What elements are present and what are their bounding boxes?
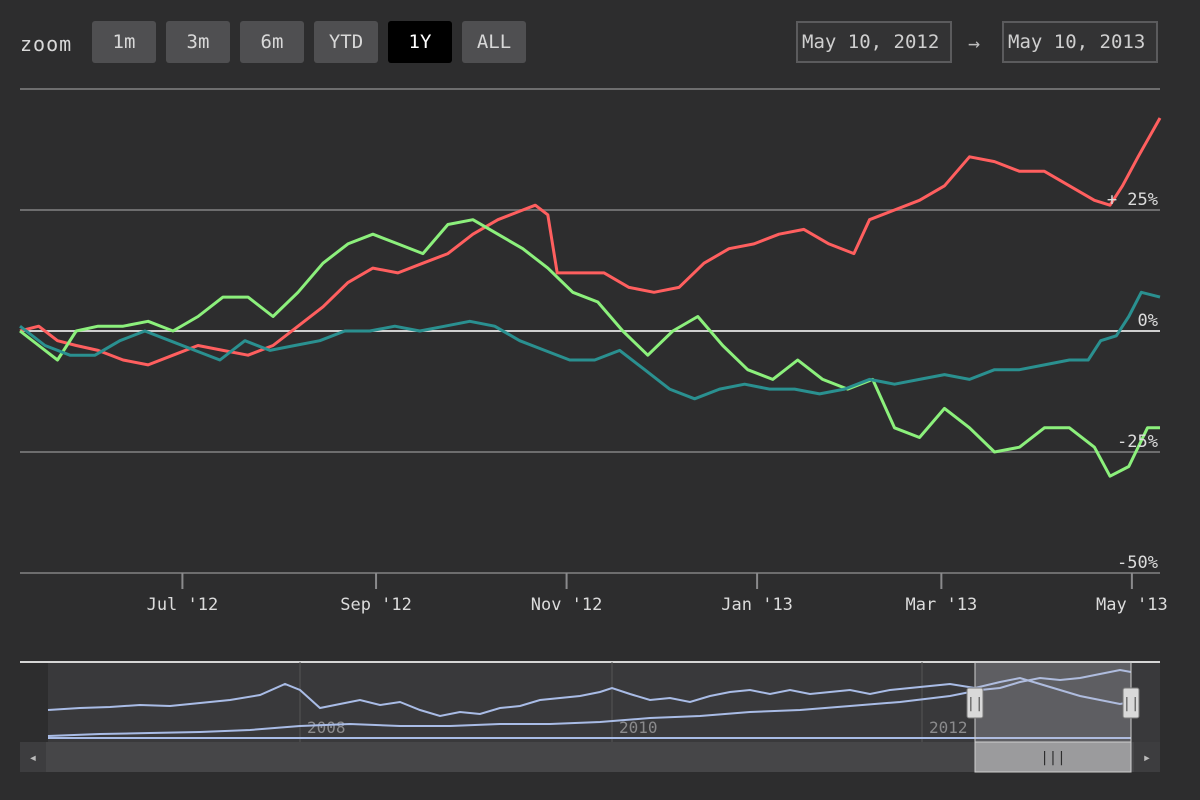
zoom-ytd-button[interactable]: YTD	[314, 21, 378, 63]
navigator[interactable]: 2008 2010 2012 || || ◂ ||| ▸	[0, 660, 1200, 800]
y-grid	[20, 209, 1160, 574]
scroll-left-arrow-icon: ◂	[29, 750, 37, 766]
range-arrow-icon: →	[968, 31, 981, 55]
navigator-year-2012: 2012	[929, 718, 968, 737]
x-tick-label: May '13	[1096, 595, 1168, 615]
right-handle-grip-icon: ||	[1123, 696, 1140, 712]
left-handle-grip-icon: ||	[967, 696, 984, 712]
zoom-1m-button[interactable]: 1m	[92, 21, 156, 63]
to-date-input[interactable]: May 10, 2013	[1002, 21, 1158, 63]
scrollbar-thumb-grip-icon: |||	[1040, 750, 1065, 766]
x-tick-label: Nov '12	[531, 595, 603, 615]
x-tick-label: Sep '12	[340, 595, 412, 615]
x-tick-label: Mar '13	[906, 595, 978, 615]
navigator-line-upper	[47, 676, 1132, 718]
series-line-2	[19, 218, 1160, 478]
navigator-year-2010: 2010	[619, 718, 658, 737]
scroll-right-button[interactable]	[1134, 742, 1160, 772]
zoom-1y-button[interactable]: 1Y	[388, 21, 452, 63]
navigator-line-lower	[47, 668, 1132, 737]
main-chart[interactable]: Jul '12 Sep '12 Nov '12 Jan '13 Mar '13 May '…	[0, 0, 1200, 630]
zoom-6m-button[interactable]: 6m	[240, 21, 304, 63]
zoom-all-button[interactable]: ALL	[462, 21, 526, 63]
navigator-year-2008: 2008	[307, 718, 346, 737]
scrollbar-thumb[interactable]	[974, 741, 1132, 773]
navigator-right-handle[interactable]	[1122, 687, 1140, 719]
zoom-label: zoom	[20, 32, 73, 56]
series-line-1	[19, 117, 1162, 367]
scroll-left-button[interactable]	[20, 742, 46, 772]
y-tick-label: -25%	[1117, 432, 1158, 452]
navigator-left-handle[interactable]	[966, 687, 984, 719]
y-tick-label: -50%	[1117, 553, 1158, 573]
zoom-3m-button[interactable]: 3m	[166, 21, 230, 63]
x-axis: Jul '12 Sep '12 Nov '12 Jan '13 Mar '13 May '…	[147, 573, 1168, 615]
y-labels: + 25% 0% -25% -50%	[1107, 190, 1158, 573]
y-tick-label: 0%	[1138, 311, 1158, 331]
y-tick-label: + 25%	[1107, 190, 1158, 210]
scrollbar-track[interactable]	[20, 742, 1160, 772]
series-line-3	[19, 290, 1161, 401]
scroll-right-arrow-icon: ▸	[1143, 750, 1151, 766]
from-date-input[interactable]: May 10, 2012	[796, 21, 952, 63]
series-layer	[19, 117, 1162, 478]
x-tick-label: Jan '13	[721, 595, 793, 615]
navigator-selection[interactable]	[974, 661, 1132, 743]
x-tick-label: Jul '12	[147, 595, 219, 615]
